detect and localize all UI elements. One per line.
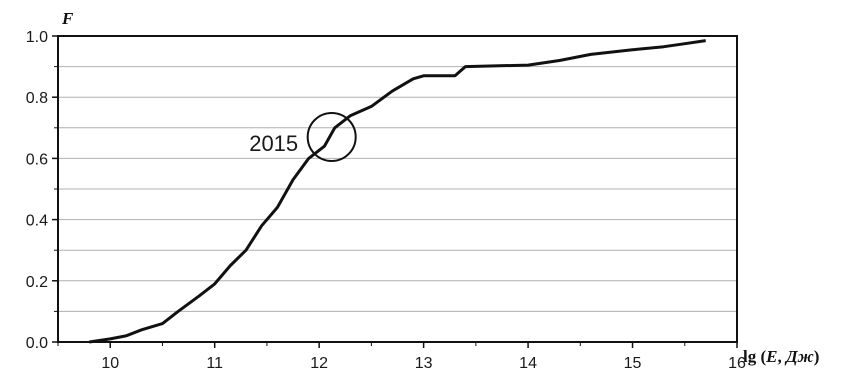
y-tick-label: 1.0	[26, 29, 48, 46]
annotation-label: 2015	[249, 131, 298, 156]
x-tick-label: 16	[728, 355, 746, 372]
plot-area-border	[57, 35, 738, 343]
x-tick-label: 13	[415, 355, 433, 372]
y-tick-label: 0.4	[26, 213, 48, 230]
x-tick-label: 10	[101, 355, 119, 372]
y-axis-ticks: 0.0 0.2 0.4 0.6 0.8 1.0	[26, 29, 58, 352]
cdf-line	[89, 39, 706, 344]
x-tick-label: 14	[519, 355, 537, 372]
y-axis-label: F	[61, 9, 74, 28]
y-tick-label: 0.0	[26, 335, 48, 352]
x-axis-label: lg (E, Дж)	[743, 347, 819, 366]
x-tick-label: 12	[310, 355, 328, 372]
x-tick-label: 15	[624, 355, 642, 372]
x-tick-label: 11	[206, 355, 223, 372]
y-tick-label: 0.6	[26, 151, 48, 168]
y-tick-label: 0.2	[26, 274, 48, 291]
grid-lines	[58, 66, 737, 312]
y-tick-label: 0.8	[26, 90, 48, 107]
x-axis-ticks: 10 11 12 13 14 15 16	[57, 342, 746, 372]
annotation-circle	[306, 111, 357, 162]
